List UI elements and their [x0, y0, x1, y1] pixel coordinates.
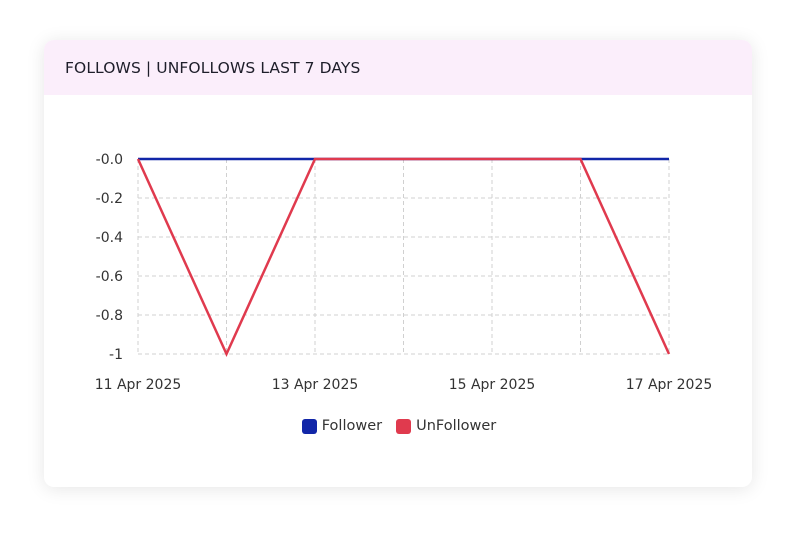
card-title: FOLLOWS | UNFOLLOWS LAST 7 DAYS: [65, 58, 361, 77]
legend-item-unfollower[interactable]: UnFollower: [396, 418, 496, 434]
legend-swatch-follower: [301, 418, 317, 434]
y-tick-label: -1: [109, 347, 123, 363]
chart-card: FOLLOWS | UNFOLLOWS LAST 7 DAYS: [44, 40, 752, 487]
y-tick-label: -0.6: [96, 269, 123, 285]
legend-label-follower: Follower: [321, 418, 383, 434]
x-tick-label: 13 Apr 2025: [272, 377, 359, 393]
y-tick-label: -0.2: [96, 191, 123, 207]
legend-swatch-unfollower: [396, 418, 412, 434]
legend: Follower UnFollower: [0, 418, 798, 434]
legend-label-unfollower: UnFollower: [416, 418, 497, 434]
x-tick-label: 15 Apr 2025: [449, 377, 536, 393]
y-tick-label: -0.0: [96, 152, 123, 168]
y-tick-label: -0.4: [96, 230, 123, 246]
x-tick-label: 11 Apr 2025: [95, 377, 182, 393]
card-header: FOLLOWS | UNFOLLOWS LAST 7 DAYS: [44, 40, 752, 95]
legend-item-follower[interactable]: Follower: [301, 418, 383, 434]
y-tick-label: -0.8: [96, 308, 123, 324]
x-tick-label: 17 Apr 2025: [626, 377, 713, 393]
